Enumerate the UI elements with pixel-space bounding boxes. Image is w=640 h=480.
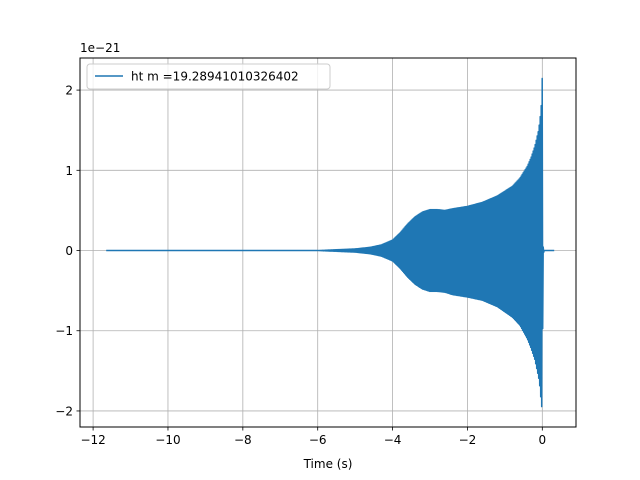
x-tick-label: −4 xyxy=(384,433,402,447)
x-tick-label: −12 xyxy=(80,433,105,447)
plot-area xyxy=(105,77,555,408)
x-tick-label: −6 xyxy=(309,433,327,447)
legend-box xyxy=(86,63,331,90)
x-tick-label: −2 xyxy=(459,433,477,447)
axes-frame xyxy=(79,57,577,428)
y-axis: −2 −1 0 1 2 xyxy=(55,84,80,418)
y-tick-label: 0 xyxy=(65,244,73,258)
x-tick-label: 0 xyxy=(538,433,546,447)
x-tick-label: −8 xyxy=(234,433,252,447)
x-tick-label: −10 xyxy=(155,433,180,447)
legend-label: ht m =19.28941010326402 xyxy=(131,70,299,84)
y-offset-label: 1e−21 xyxy=(80,41,120,55)
y-tick-label: −2 xyxy=(55,404,73,418)
x-axis-label: Time (s) xyxy=(303,457,353,471)
y-tick-label: 2 xyxy=(65,84,73,98)
y-tick-label: 1 xyxy=(65,164,73,178)
legend: ht m =19.28941010326402 xyxy=(86,63,331,90)
y-tick-label: −1 xyxy=(55,324,73,338)
series-line-ht xyxy=(105,77,555,408)
x-axis: −12 −10 −8 −6 −4 −2 0 xyxy=(80,427,546,447)
